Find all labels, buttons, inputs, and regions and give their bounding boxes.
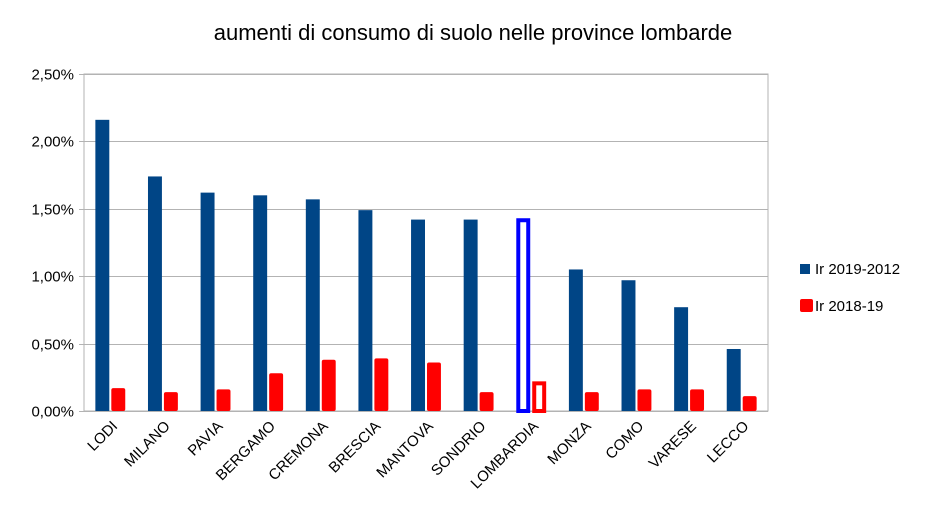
bar-0-sondrio (463, 219, 478, 411)
x-tick-label: MANTOVA (373, 418, 436, 481)
x-tick-label: COMO (602, 418, 647, 463)
bar-1-monza (584, 392, 599, 411)
bar-0-lodi (95, 119, 110, 411)
bar-0-bergamo (253, 195, 268, 411)
x-tick-label: MONZA (544, 418, 594, 468)
y-tick-label: 2,00% (31, 134, 74, 151)
legend: Ir 2019-2012 Ir 2018-19 (800, 261, 900, 315)
bars (95, 119, 757, 413)
y-tick-label: 2,50% (31, 67, 74, 84)
bar-0-lecco (726, 348, 741, 411)
x-tick-label: PAVIA (185, 418, 227, 460)
bar-0-monza (568, 269, 583, 411)
bar-1-varese (690, 389, 705, 411)
bar-0-brescia (358, 210, 373, 411)
bar-1-mantova (427, 362, 441, 411)
gridlines (84, 74, 768, 412)
legend-swatch-0 (800, 264, 810, 274)
y-axis-ticks: 0,00% 0,50% 1,00% 1,50% 2,00% 2,50% (31, 67, 84, 421)
bar-0-como (621, 280, 636, 411)
bar-1-brescia (374, 358, 389, 411)
bar-1-sondrio (479, 392, 494, 411)
bar-0-milano (147, 176, 162, 411)
y-tick-label: 0,00% (31, 404, 74, 421)
plot-area (83, 73, 769, 412)
y-tick-label: 1,50% (31, 202, 74, 219)
legend-swatch-1 (800, 299, 813, 312)
legend-label-1: Ir 2018-19 (815, 298, 883, 315)
bar-1-milano (163, 392, 178, 411)
bar-0-cremona (305, 199, 320, 411)
legend-label-0: Ir 2019-2012 (815, 261, 900, 278)
x-tick-label: VARESE (646, 418, 700, 472)
bar-1-bergamo (269, 373, 284, 411)
x-tick-label: MILANO (121, 418, 174, 471)
bar-0-mantova (411, 219, 425, 411)
bar-0-pavia (200, 192, 215, 411)
bar-1-como (637, 389, 652, 411)
bar-1-pavia (216, 389, 231, 411)
chart-title: aumenti di consumo di suolo nelle provin… (214, 20, 733, 45)
bar-0-varese (674, 307, 689, 411)
x-tick-label: LODI (84, 418, 121, 455)
bar-1-lecco (742, 396, 757, 411)
x-axis-labels: LODI MILANO PAVIABERGAMOCREMONABRESCIAMANT… (84, 418, 752, 493)
bar-1-lombardia (532, 381, 547, 413)
x-tick-label: LECCO (704, 418, 753, 467)
bar-0-lombardia (516, 218, 531, 413)
bar-1-lodi (111, 388, 126, 411)
y-tick-label: 1,00% (31, 269, 74, 286)
y-tick-label: 0,50% (31, 337, 74, 354)
bar-1-cremona (321, 359, 336, 411)
